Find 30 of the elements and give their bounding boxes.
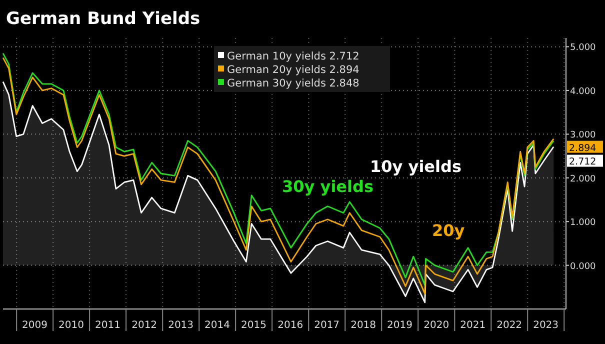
x-tick-label: 2023: [533, 320, 559, 331]
x-tick-label: 2017: [314, 320, 340, 331]
x-tick-label: 2020: [424, 320, 450, 331]
legend-label: German 10y yields 2.712: [227, 50, 360, 62]
legend-label: German 20y yields 2.894: [227, 64, 360, 76]
x-tick-label: 2011: [95, 320, 120, 331]
x-tick-label: 2014: [204, 320, 230, 331]
x-tick-label: 2019: [387, 320, 413, 331]
x-tick-label: 2022: [496, 320, 522, 331]
x-tick-label: 2012: [132, 320, 158, 331]
x-tick-label: 2013: [168, 320, 194, 331]
data-label: 2.894: [569, 142, 596, 154]
annotation: 20y: [432, 221, 466, 240]
y-tick-label: 1.000: [570, 218, 596, 228]
x-tick-label: 2021: [460, 320, 486, 331]
x-tick-label: 2009: [22, 320, 48, 331]
x-tick-label: 2010: [58, 320, 84, 331]
chart-title: German Bund Yields: [6, 9, 200, 29]
y-tick-label: 2.000: [570, 174, 596, 184]
y-tick-label: 5.000: [570, 43, 596, 54]
annotation: 10y yields: [370, 157, 462, 176]
legend-label: German 30y yields 2.848: [227, 78, 360, 90]
x-tick-label: 2018: [350, 320, 376, 331]
y-tick-label: 4.000: [570, 86, 596, 97]
y-tick-label: 0.000: [570, 262, 596, 272]
data-label: 2.712: [569, 156, 596, 168]
annotation: 30y yields: [282, 177, 374, 196]
y-tick-label: 3.000: [570, 130, 596, 141]
x-tick-label: 2015: [241, 320, 266, 331]
x-tick-label: 2016: [278, 320, 304, 331]
